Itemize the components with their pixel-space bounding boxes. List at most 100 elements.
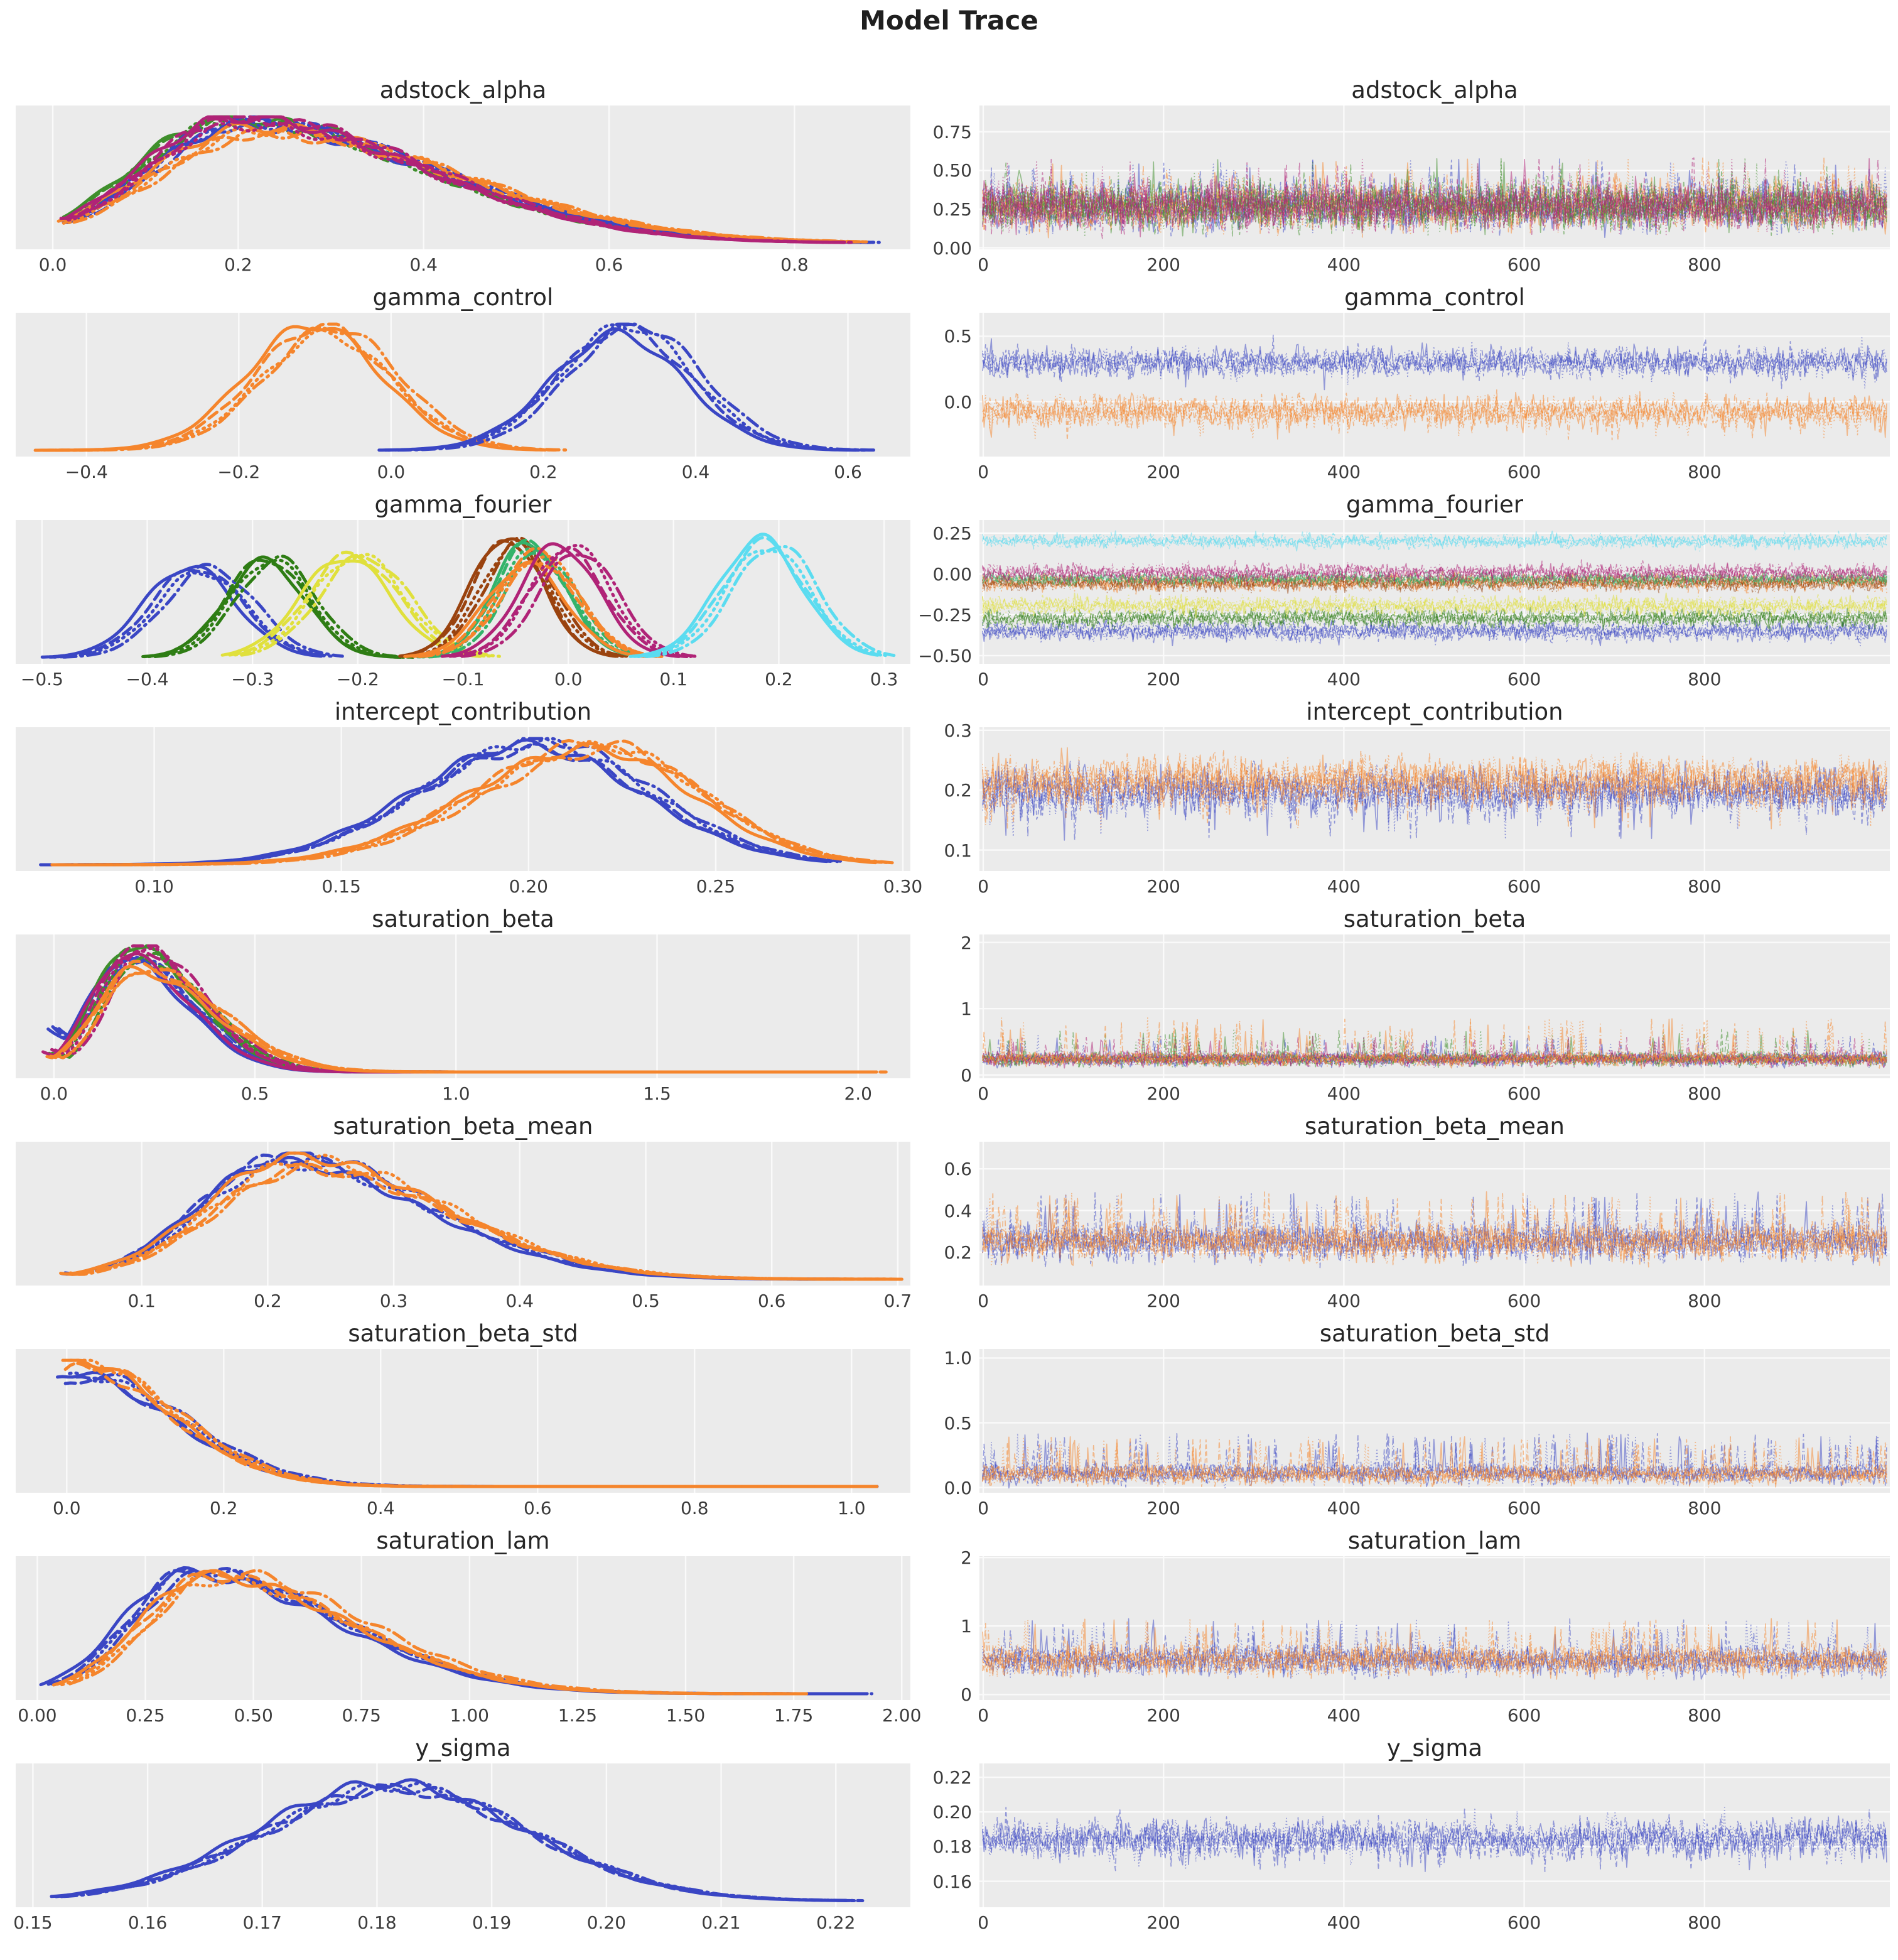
kde-curve-blue-chain1 — [48, 568, 331, 659]
trace-line-orange-chain2 — [982, 1192, 1887, 1265]
y-tick-label: 2 — [961, 932, 972, 953]
x-tick-label: 0.6 — [523, 1498, 552, 1519]
y-tick-label: 0.20 — [932, 1802, 972, 1823]
trace-line-magenta-chain2 — [982, 560, 1887, 585]
y-tick-label: 0.16 — [932, 1871, 972, 1892]
x-tick-label: 0.25 — [696, 876, 736, 897]
x-tick-label: 0.4 — [505, 1291, 534, 1311]
subplot-title-kde: gamma_fourier — [374, 491, 552, 518]
trace-line-cyan-chain2 — [982, 531, 1887, 551]
x-tick-label: 0.7 — [883, 1291, 912, 1311]
trace-line-orange-chain2 — [982, 159, 1887, 236]
trace-line-emerald-chain0 — [982, 569, 1887, 589]
x-tick-label: 800 — [1688, 1291, 1722, 1311]
x-tick-label: 0.22 — [816, 1912, 856, 1933]
x-tick-label: 0.50 — [234, 1705, 273, 1726]
trace-line-blue-chain1 — [982, 334, 1887, 389]
trace-line-magenta-chain3 — [982, 560, 1887, 586]
x-tick-label: 800 — [1688, 1912, 1722, 1933]
trace-plot-saturation_lam — [979, 1556, 1890, 1700]
kde-curve-blue-chain3 — [396, 322, 880, 452]
x-tick-label: 1.50 — [666, 1705, 706, 1726]
x-tick-label: −0.5 — [20, 669, 63, 690]
kde-curve-cyan-chain0 — [628, 533, 880, 658]
y-tick-label: 1.0 — [944, 1348, 972, 1369]
subplot-title-trace: adstock_alpha — [1351, 77, 1518, 104]
x-tick-label: 0.75 — [342, 1705, 381, 1726]
x-tick-label: 800 — [1688, 1705, 1722, 1726]
y-tick-label: 0.22 — [932, 1767, 972, 1789]
x-tick-label: 1.75 — [774, 1705, 814, 1726]
kde-curve-cyan-chain2 — [637, 549, 887, 658]
trace-plot-intercept_contribution — [979, 727, 1890, 871]
x-tick-label: 200 — [1146, 669, 1180, 690]
x-tick-label: 0.0 — [38, 254, 67, 275]
x-tick-label: 0.20 — [509, 876, 548, 897]
kde-plot-saturation_beta_std — [16, 1349, 910, 1493]
x-tick-label: 600 — [1507, 1083, 1541, 1104]
y-tick-label: 0.5 — [944, 326, 972, 347]
subplot-title-trace: saturation_beta_std — [1319, 1320, 1550, 1347]
kde-curve-orange-chain1 — [63, 1360, 868, 1488]
trace-line-brown-chain3 — [982, 571, 1887, 595]
x-tick-label: 0.2 — [224, 254, 252, 275]
x-tick-label: 0 — [978, 254, 989, 275]
x-tick-label: 0 — [978, 1912, 989, 1933]
kde-curve-magenta-chain2 — [67, 121, 854, 244]
y-tick-label: 2 — [961, 1547, 972, 1569]
x-tick-label: 0.2 — [209, 1498, 238, 1519]
trace-plot-y_sigma — [979, 1763, 1890, 1907]
figure-title: Model Trace — [860, 5, 1038, 36]
trace-plot-saturation_beta — [979, 934, 1890, 1078]
x-tick-label: 0 — [978, 462, 989, 482]
y-tick-label: 0.4 — [944, 1200, 972, 1221]
y-tick-label: 0.2 — [944, 780, 972, 801]
y-tick-label: 0.18 — [932, 1836, 972, 1858]
x-tick-label: 200 — [1146, 1498, 1180, 1519]
kde-plot-y_sigma — [16, 1763, 910, 1907]
kde-curve-orange-chain3 — [76, 1362, 880, 1488]
x-tick-label: 200 — [1146, 1705, 1180, 1726]
x-tick-label: 1.0 — [837, 1498, 866, 1519]
x-tick-label: 400 — [1327, 1083, 1361, 1104]
subplot-title-trace: saturation_beta_mean — [1304, 1113, 1565, 1140]
x-tick-label: 200 — [1146, 876, 1180, 897]
kde-plot-intercept_contribution — [16, 727, 910, 871]
y-tick-label: −0.25 — [918, 604, 972, 625]
y-tick-label: 0.75 — [932, 121, 972, 143]
trace-line-orange-chain3 — [982, 1436, 1887, 1488]
x-tick-label: 0.25 — [126, 1705, 165, 1726]
trace-line-dark_green-chain3 — [982, 607, 1887, 631]
y-tick-label: 0.6 — [944, 1159, 972, 1180]
y-tick-label: 0.00 — [932, 563, 972, 585]
trace-line-magenta-chain1 — [982, 157, 1887, 234]
trace-line-magenta-chain3 — [982, 158, 1887, 239]
x-tick-label: 600 — [1507, 1912, 1541, 1933]
x-tick-label: 0.1 — [659, 669, 688, 690]
x-tick-label: 0.30 — [883, 876, 923, 897]
y-tick-label: 0.50 — [932, 160, 972, 181]
x-tick-label: 1.00 — [450, 1705, 489, 1726]
trace-plot-gamma_control — [979, 313, 1890, 457]
x-tick-label: 800 — [1688, 669, 1722, 690]
kde-curve-orange-chain3 — [56, 968, 888, 1074]
x-tick-label: 0.4 — [681, 462, 710, 482]
x-tick-label: 600 — [1507, 1498, 1541, 1519]
subplot-title-trace: gamma_fourier — [1346, 491, 1523, 518]
y-tick-label: 0.1 — [944, 840, 972, 861]
trace-line-orange-chain0 — [982, 1191, 1887, 1267]
x-tick-label: 200 — [1146, 1912, 1180, 1933]
trace-plot-saturation_beta_std — [979, 1349, 1890, 1493]
kde-curve-cyan-chain3 — [645, 544, 896, 658]
y-tick-label: 0.25 — [932, 522, 972, 544]
subplot-title-trace: gamma_control — [1344, 284, 1525, 311]
kde-curve-yellow-chain0 — [220, 559, 482, 658]
x-tick-label: 2.00 — [882, 1705, 922, 1726]
x-tick-label: 0.6 — [595, 254, 623, 275]
x-tick-label: −0.3 — [231, 669, 274, 690]
kde-curve-orange-chain3 — [68, 1569, 811, 1696]
y-tick-label: 0.25 — [932, 198, 972, 220]
kde-plot-gamma_control — [16, 313, 910, 457]
x-tick-label: 0.6 — [834, 462, 862, 482]
